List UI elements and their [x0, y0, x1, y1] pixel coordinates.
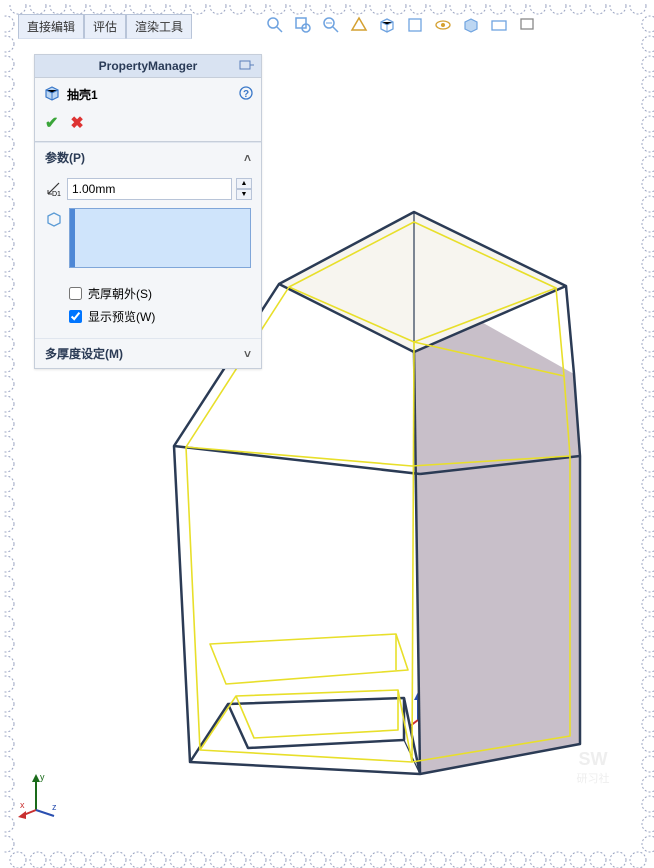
svg-text:?: ?	[243, 89, 249, 100]
chevron-down-icon: ˅	[244, 347, 251, 361]
thickness-dim-icon: D1	[45, 180, 63, 198]
chevron-up-icon: ˄	[244, 151, 251, 165]
help-icon[interactable]: ?	[239, 86, 253, 103]
pin-icon[interactable]	[239, 59, 255, 76]
confirm-row: ✔ ✖	[35, 111, 261, 142]
panel-title: PropertyManager	[35, 55, 261, 78]
spin-down[interactable]: ▼	[236, 189, 252, 200]
params-body: D1 ▲ ▼ 壳厚朝外(S)	[35, 172, 261, 338]
shell-outward-checkbox[interactable]: 壳厚朝外(S)	[69, 282, 251, 305]
faces-selection-box[interactable]	[69, 208, 251, 268]
params-section-header[interactable]: 参数(P) ˄	[35, 142, 261, 172]
show-preview-input[interactable]	[69, 310, 82, 323]
thickness-spinner[interactable]: ▲ ▼	[236, 178, 252, 200]
app-frame: y x z SW 研习社 直接编辑 评估 渲染工具 PropertyManage…	[4, 4, 650, 860]
show-preview-checkbox[interactable]: 显示预览(W)	[69, 305, 251, 328]
ok-button[interactable]: ✔	[45, 113, 58, 133]
cancel-button[interactable]: ✖	[70, 113, 83, 133]
thickness-input[interactable]	[67, 178, 232, 200]
spin-up[interactable]: ▲	[236, 178, 252, 189]
multi-thickness-header[interactable]: 多厚度设定(M) ˅	[35, 338, 261, 368]
property-manager-panel: PropertyManager 抽壳1 ? ✔ ✖ 参数(P) ˄ D	[34, 54, 262, 369]
shell-outward-input[interactable]	[69, 287, 82, 300]
feature-name: 抽壳1	[67, 86, 98, 103]
shell-feature-icon	[43, 84, 61, 105]
svg-text:D1: D1	[52, 191, 61, 198]
faces-to-remove-icon	[45, 210, 63, 228]
feature-header: 抽壳1 ?	[35, 78, 261, 111]
